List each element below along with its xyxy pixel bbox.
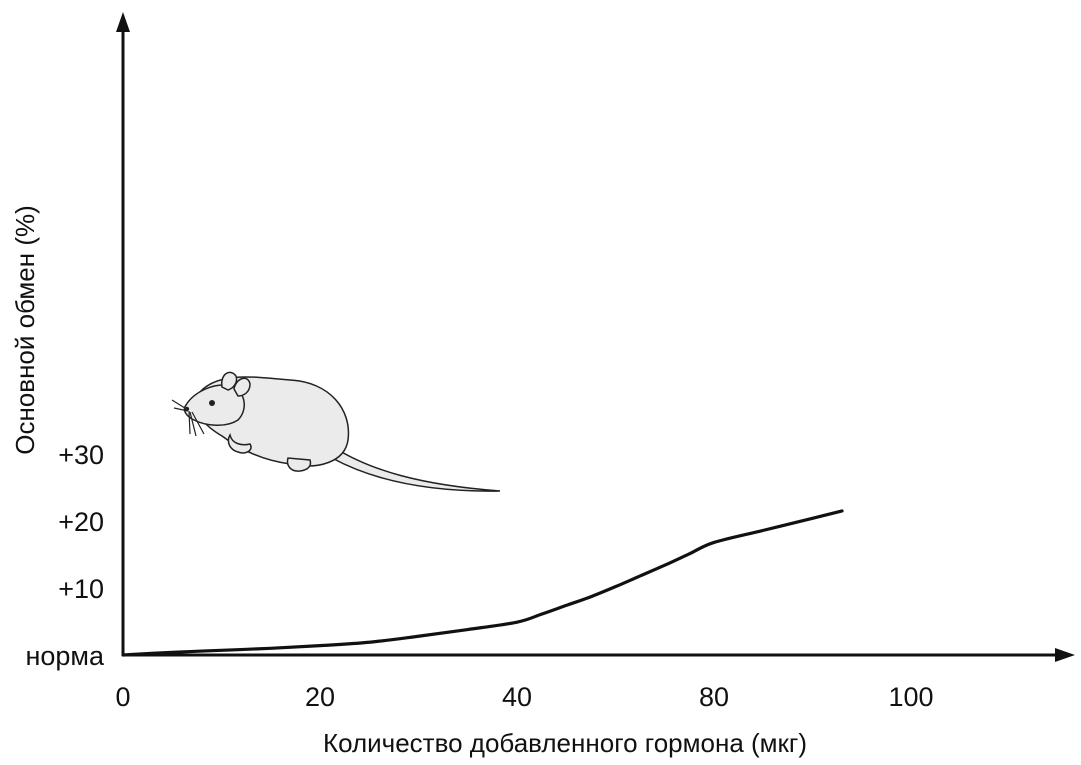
y-tick-label: норма xyxy=(25,641,105,671)
mouse-ear xyxy=(221,371,238,391)
mouse-whiskers xyxy=(171,399,205,437)
mouse-front-paw xyxy=(227,432,252,454)
mouse-hind-paw xyxy=(286,457,312,472)
x-tick-label: 20 xyxy=(305,682,335,712)
x-axis-arrow-icon xyxy=(1055,648,1075,662)
y-axis-arrow-icon xyxy=(116,12,130,32)
x-axis-label: Количество добавленного гормона (мкг) xyxy=(323,728,807,758)
x-tick-label: 0 xyxy=(115,682,130,712)
x-tick-label: 80 xyxy=(699,682,729,712)
mouse-tail xyxy=(331,446,501,492)
mouse-head xyxy=(183,384,245,426)
y-tick-label: +30 xyxy=(58,440,104,470)
x-tick-label: 100 xyxy=(888,682,933,712)
mouse-eye xyxy=(209,400,215,406)
series-line xyxy=(121,509,844,657)
y-axis-label: Основной обмен (%) xyxy=(10,205,40,455)
mouse-illustration xyxy=(171,371,501,492)
y-tick-label: +10 xyxy=(58,574,104,604)
x-tick-label: 40 xyxy=(502,682,532,712)
plot-area: 0 20 40 80 100 норма +10 +20 +30 Количество добав… xyxy=(10,12,1075,758)
y-tick-label: +20 xyxy=(58,507,104,537)
mouse-ear xyxy=(233,377,251,397)
